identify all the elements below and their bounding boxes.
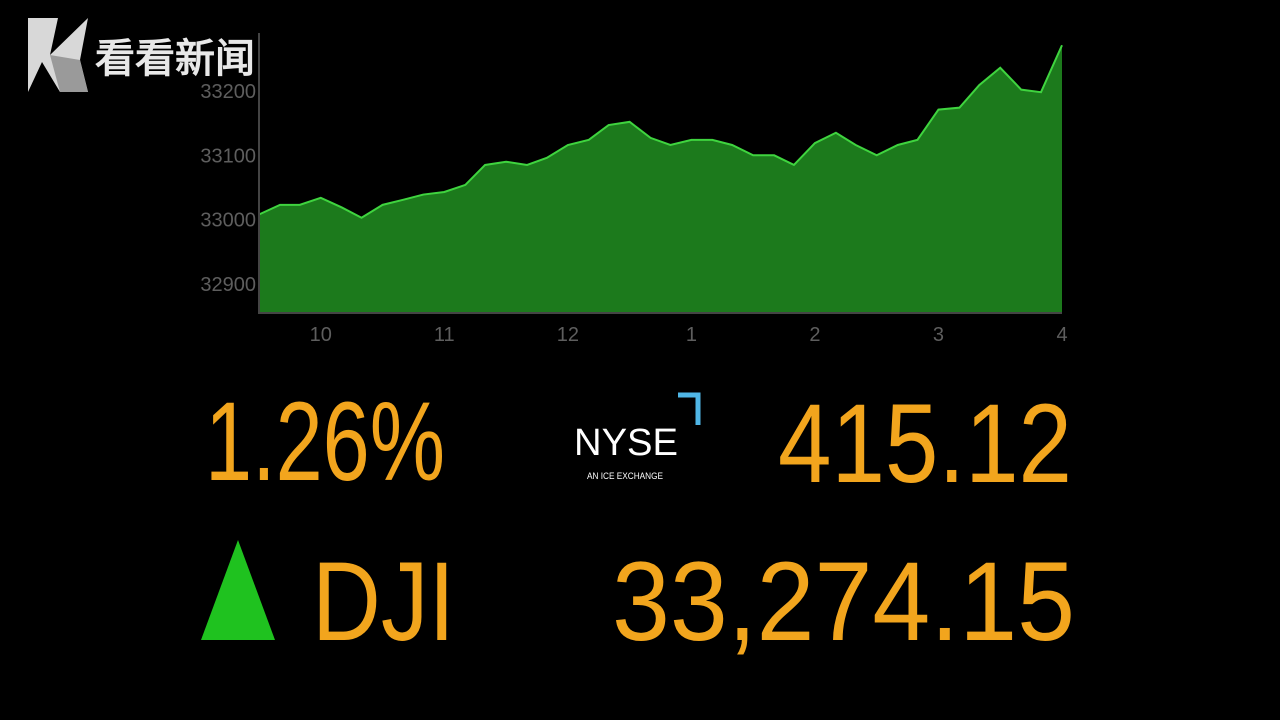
x-tick-label: 11 bbox=[434, 324, 455, 346]
y-tick-label: 33000 bbox=[200, 210, 256, 232]
line bbox=[258, 44, 1063, 219]
index-name: DJI bbox=[312, 539, 455, 664]
exchange-bracket bbox=[678, 392, 701, 425]
index-close: 33,274.15 bbox=[612, 539, 1075, 664]
y-tick-label: 33100 bbox=[200, 145, 256, 167]
points-change: 415.12 bbox=[778, 381, 1072, 506]
x-tick-label: 1 bbox=[686, 324, 697, 346]
exchange-name: NYSE bbox=[574, 422, 678, 464]
x-tick-label: 2 bbox=[809, 324, 820, 346]
up-arrow bbox=[201, 540, 275, 640]
x-tick-label: 3 bbox=[933, 324, 944, 346]
x-tick-label: 12 bbox=[557, 324, 579, 346]
y-tick-label: 33200 bbox=[200, 81, 256, 103]
axis-frame bbox=[258, 33, 1062, 314]
x-tick-label: 10 bbox=[310, 324, 332, 346]
y-tick-label: 32900 bbox=[200, 274, 256, 296]
change-percent: 1.26% bbox=[205, 379, 445, 504]
logo-icon bbox=[28, 18, 88, 92]
area bbox=[259, 45, 1062, 313]
logo-text: 看看新闻 bbox=[95, 37, 255, 81]
x-tick-label: 4 bbox=[1056, 324, 1067, 346]
exchange-subtitle: AN ICE EXCHANGE bbox=[587, 471, 663, 481]
